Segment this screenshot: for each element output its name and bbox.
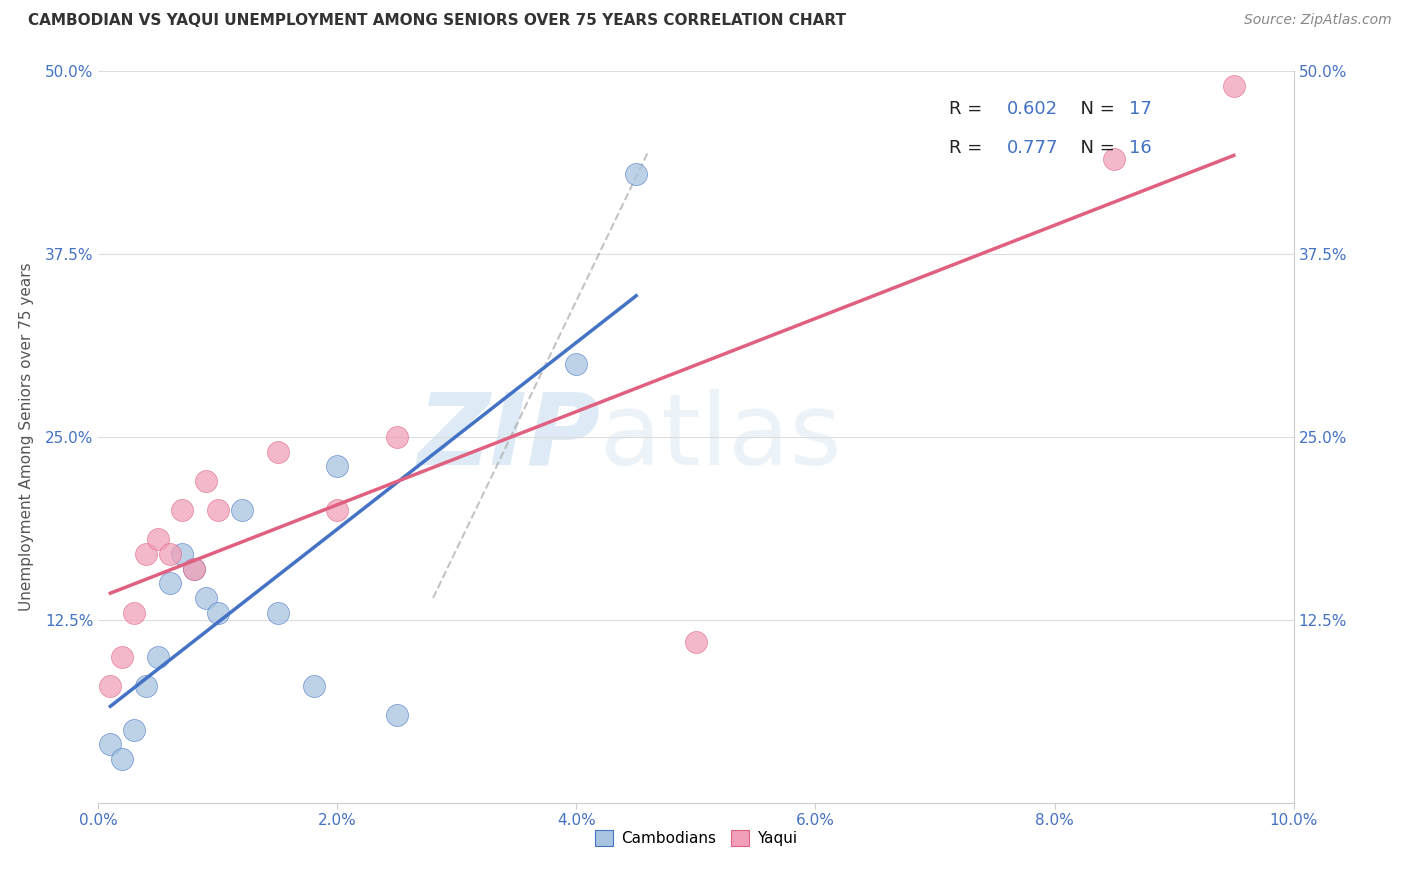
Y-axis label: Unemployment Among Seniors over 75 years: Unemployment Among Seniors over 75 years	[18, 263, 34, 611]
Point	[124, 606, 146, 620]
Text: atlas: atlas	[600, 389, 842, 485]
Point	[172, 503, 194, 517]
Point	[98, 679, 122, 693]
Point	[267, 606, 290, 620]
Point	[148, 649, 170, 664]
Point	[1223, 78, 1246, 93]
Point	[148, 533, 170, 547]
Point	[565, 357, 588, 371]
Text: 17: 17	[1129, 100, 1152, 118]
Text: 16: 16	[1129, 139, 1152, 157]
Legend: Cambodians, Yaqui: Cambodians, Yaqui	[588, 822, 804, 854]
Point	[111, 752, 134, 766]
Point	[135, 547, 157, 561]
Point	[195, 591, 218, 605]
Point	[183, 562, 205, 576]
Point	[231, 503, 253, 517]
Text: R =: R =	[949, 100, 988, 118]
Text: N =: N =	[1069, 139, 1121, 157]
Point	[326, 459, 349, 474]
Text: R =: R =	[949, 139, 988, 157]
Point	[267, 444, 290, 458]
Point	[302, 679, 325, 693]
Text: CAMBODIAN VS YAQUI UNEMPLOYMENT AMONG SENIORS OVER 75 YEARS CORRELATION CHART: CAMBODIAN VS YAQUI UNEMPLOYMENT AMONG SE…	[28, 13, 846, 29]
Text: 0.602: 0.602	[1007, 100, 1057, 118]
Point	[159, 576, 181, 591]
Point	[626, 167, 648, 181]
Point	[183, 562, 205, 576]
Point	[1104, 152, 1126, 166]
Text: N =: N =	[1069, 100, 1121, 118]
Point	[207, 606, 229, 620]
Text: 0.777: 0.777	[1007, 139, 1059, 157]
Point	[685, 635, 707, 649]
Point	[385, 430, 409, 444]
Text: ZIP: ZIP	[418, 389, 600, 485]
Point	[98, 737, 122, 751]
Text: Source: ZipAtlas.com: Source: ZipAtlas.com	[1244, 13, 1392, 28]
Point	[111, 649, 134, 664]
Point	[195, 474, 218, 488]
Point	[172, 547, 194, 561]
Point	[207, 503, 229, 517]
Point	[385, 708, 409, 723]
Point	[135, 679, 157, 693]
Point	[124, 723, 146, 737]
Point	[326, 503, 349, 517]
Point	[159, 547, 181, 561]
